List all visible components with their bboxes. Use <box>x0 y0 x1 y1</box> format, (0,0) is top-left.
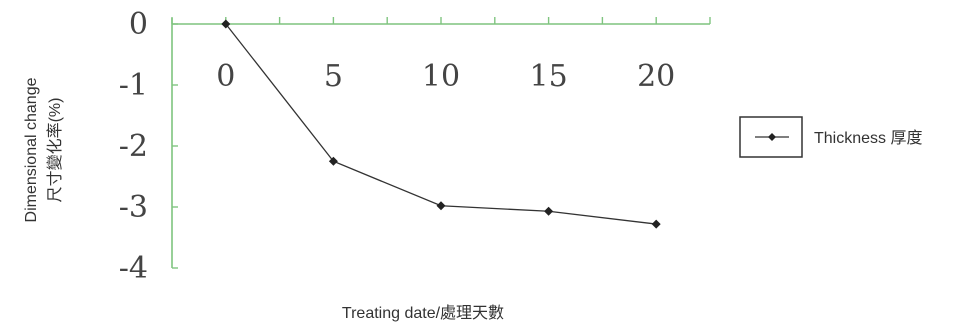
data-point-diamond <box>328 156 338 166</box>
data-point-diamond <box>221 19 231 29</box>
legend: Thickness 厚度 <box>739 116 922 158</box>
y-axis-title-line-1: Dimensional change <box>23 77 40 222</box>
x-tick-label: 15 <box>530 59 568 94</box>
legend-label: Thickness 厚度 <box>814 129 922 147</box>
series-line <box>225 23 657 225</box>
y-tick-label: -4 <box>119 251 148 286</box>
x-tick-label: 0 <box>216 59 235 94</box>
data-point-diamond <box>544 206 554 216</box>
axes <box>171 17 711 269</box>
y-tick-label: 0 <box>129 7 148 42</box>
x-axis-title: Treating date/處理天數 <box>342 304 504 322</box>
x-tick-labels: 0 5 10 15 20 <box>216 59 675 94</box>
series-group <box>221 19 661 229</box>
x-tick-label: 5 <box>324 59 343 94</box>
x-tick-label: 20 <box>637 59 675 94</box>
y-axis-title-line-2: 尺寸變化率(%) <box>46 98 64 203</box>
y-tick-label: -3 <box>119 190 148 225</box>
legend-marker-diamond-icon <box>768 133 776 141</box>
x-tick-label: 10 <box>422 59 460 94</box>
y-axis-title: Dimensional change 尺寸變化率(%) <box>23 77 64 222</box>
y-tick-label: -1 <box>119 68 148 103</box>
data-point-diamond <box>651 219 661 229</box>
y-tick-labels: 0 -1 -2 -3 -4 <box>119 7 148 286</box>
data-point-diamond <box>436 201 446 211</box>
y-tick-label: -2 <box>119 129 148 164</box>
